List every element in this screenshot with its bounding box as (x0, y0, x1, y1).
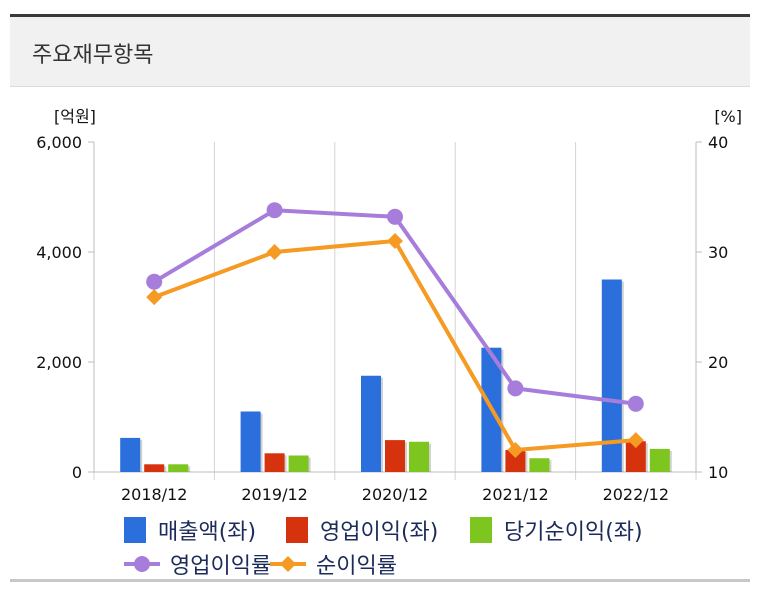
bar (264, 453, 285, 472)
bar (601, 279, 622, 472)
panel-title: 주요재무항목 (32, 43, 154, 68)
bar (649, 448, 670, 472)
left-axis-unit: [억원] (54, 107, 96, 126)
bar (288, 455, 309, 472)
x-tick-label: 2022/12 (603, 485, 669, 504)
right-tick-label: 20 (708, 353, 728, 372)
bar (144, 464, 165, 472)
panel-header: 주요재무항목 (10, 17, 750, 87)
series-point (627, 395, 644, 412)
right-tick-label: 40 (708, 133, 728, 152)
legend-swatch (286, 517, 308, 543)
series-point (387, 208, 403, 225)
legend-marker (280, 556, 296, 572)
legend-label: 영업이익률 (170, 554, 271, 579)
bar (385, 440, 405, 472)
series-line (153, 239, 636, 452)
financial-panel: 주요재무항목 (10, 14, 750, 582)
series-point (146, 289, 163, 306)
series-point (507, 442, 524, 458)
x-tick-label: 2018/12 (121, 485, 187, 504)
x-tick-label: 2019/12 (241, 485, 307, 504)
axes: 0 2,000 4,000 6,000 10 20 30 40 [억원] [%] (36, 107, 742, 482)
series-point (387, 233, 403, 249)
bar (120, 437, 141, 472)
bar (505, 450, 526, 472)
series-point (146, 273, 163, 290)
bar (168, 464, 189, 472)
x-tick-label: 2020/12 (362, 485, 428, 504)
x-tick-labels: 2018/12 2019/12 2020/12 2021/12 2022/12 (121, 485, 669, 504)
legend: 매출액(좌) 영업이익(좌) 당기순이익(좌) 영업이익률 순이익률 (124, 517, 643, 579)
left-tick-label: 0 (72, 463, 82, 482)
right-axis-unit: [%] (714, 107, 742, 126)
right-tick-label: 10 (708, 463, 728, 482)
legend-label: 매출액(좌) (158, 520, 256, 545)
legend-label: 당기순이익(좌) (504, 520, 643, 545)
legend-label: 영업이익(좌) (320, 520, 438, 545)
legend-marker (134, 556, 150, 572)
bar (240, 411, 261, 472)
legend-label: 순이익률 (316, 554, 397, 579)
series-point (507, 380, 524, 397)
bar (529, 458, 550, 472)
bar (409, 441, 429, 472)
series-point (627, 432, 644, 449)
lines (146, 202, 644, 458)
bar (625, 441, 646, 472)
bar (361, 375, 381, 472)
legend-swatch (124, 517, 146, 543)
right-tick-label: 30 (708, 243, 728, 262)
x-tick-label: 2021/12 (482, 485, 548, 504)
left-tick-label: 2,000 (36, 353, 82, 372)
series-point (266, 202, 283, 219)
left-tick-label: 6,000 (36, 133, 82, 152)
series-point (266, 244, 283, 260)
left-tick-label: 4,000 (36, 243, 82, 262)
legend-swatch (470, 517, 492, 543)
